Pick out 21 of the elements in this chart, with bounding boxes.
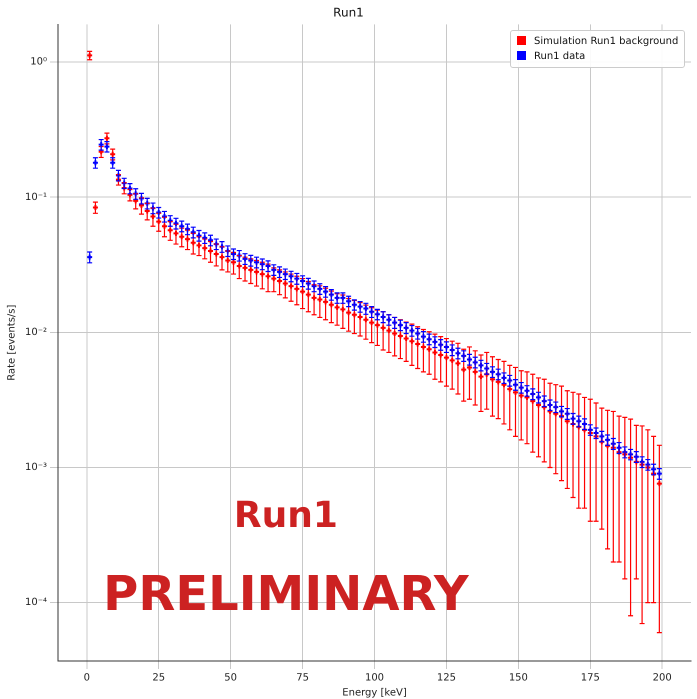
y-tick-label: 10⁰ <box>30 56 48 68</box>
x-tick-label: 75 <box>296 672 309 684</box>
x-tick-label: 0 <box>84 672 90 684</box>
x-tick-label: 125 <box>436 672 456 684</box>
annotation: PRELIMINARY <box>103 566 470 622</box>
x-tick-label: 100 <box>364 672 384 684</box>
x-axis-title: Energy [keV] <box>342 688 407 699</box>
x-tick-label: 25 <box>152 672 166 684</box>
annotation: Run1 <box>234 495 338 536</box>
x-tick-label: 200 <box>652 672 672 684</box>
legend-label: Simulation Run1 background <box>534 36 678 48</box>
y-tick-label: 10⁻³ <box>24 462 48 474</box>
legend-label: Run1 data <box>534 51 586 62</box>
y-tick-label: 10⁻⁴ <box>24 597 48 608</box>
chart-title: Run1 <box>333 5 364 20</box>
x-tick-label: 50 <box>224 672 238 684</box>
y-axis-title: Rate [events/s] <box>6 304 18 381</box>
y-tick-label: 10⁻² <box>24 326 48 338</box>
y-tick-label: 10⁻¹ <box>24 192 48 203</box>
x-tick-label: 175 <box>580 672 600 684</box>
x-tick-label: 150 <box>508 672 528 684</box>
